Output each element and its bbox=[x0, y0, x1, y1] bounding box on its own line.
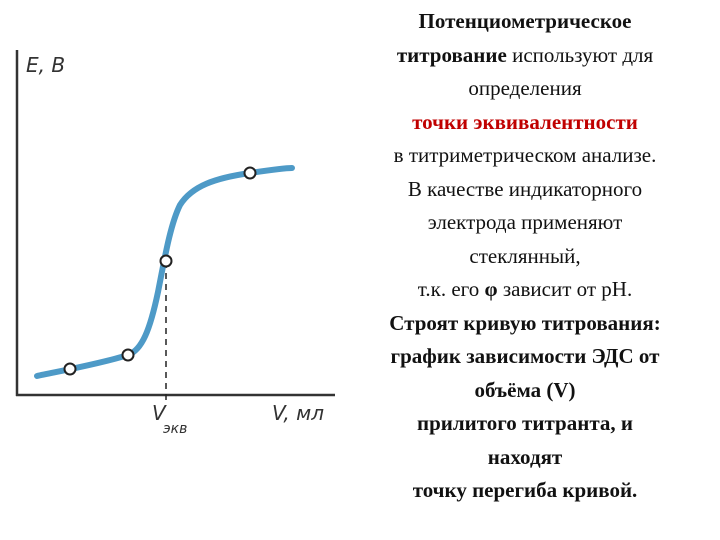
titration-curve bbox=[34, 165, 295, 379]
text-run: находят bbox=[487, 444, 563, 469]
text-line: т.к. его φ зависит от pH. bbox=[330, 273, 720, 307]
eq-label: V bbox=[152, 401, 167, 425]
text-line: в титриметрическом анализе. bbox=[330, 139, 720, 173]
text-run: график зависимости ЭДС от bbox=[390, 344, 660, 368]
text-run: В качестве индикаторного bbox=[407, 176, 643, 201]
text-run: используют для bbox=[506, 42, 654, 67]
text-block: Потенциометрическое титрование используют… bbox=[330, 5, 720, 508]
text-run: зависит от pH. bbox=[497, 277, 633, 301]
text-line: электрода применяют bbox=[330, 206, 720, 240]
text-line: объёма (V) bbox=[330, 374, 720, 408]
text-line: титрование используют для bbox=[330, 39, 720, 73]
text-line: находят bbox=[330, 441, 720, 475]
point bbox=[121, 348, 135, 362]
text-run: электрода применяют bbox=[427, 210, 623, 234]
text-line: В качестве индикаторного bbox=[330, 173, 720, 207]
text-run: φ bbox=[484, 277, 498, 301]
text-run: точку перегиба кривой. bbox=[412, 478, 638, 502]
titration-figure: E, B V экв V, мл bbox=[15, 50, 335, 437]
text-line: определения bbox=[330, 72, 720, 106]
text-line: точки эквивалентности bbox=[330, 106, 720, 140]
y-label: E, B bbox=[26, 53, 65, 77]
text-run: объёма (V) bbox=[474, 377, 576, 402]
x-label: V, мл bbox=[272, 401, 324, 425]
text-line: Потенциометрическое bbox=[330, 5, 720, 39]
text-run: в титриметрическом анализе. bbox=[393, 143, 657, 167]
text-run: определения bbox=[468, 76, 582, 100]
point bbox=[159, 254, 173, 268]
text-run: точки эквивалентности bbox=[412, 109, 638, 134]
eq-sub: экв bbox=[163, 421, 187, 437]
text-run: титрование bbox=[396, 42, 507, 67]
text-run: т.к. его bbox=[417, 277, 485, 301]
point bbox=[63, 362, 77, 376]
text-line: точку перегиба кривой. bbox=[330, 474, 720, 508]
text-run: Строят кривую титрования: bbox=[389, 310, 661, 335]
text-run: стеклянный, bbox=[469, 243, 581, 268]
text-line: график зависимости ЭДС от bbox=[330, 340, 720, 374]
text-line: стеклянный, bbox=[330, 240, 720, 274]
text-line: Строят кривую титрования: bbox=[330, 307, 720, 341]
text-line: прилитого титранта, и bbox=[330, 407, 720, 441]
text-run: прилитого титранта, и bbox=[417, 411, 633, 435]
point bbox=[243, 166, 257, 180]
text-run: Потенциометрическое bbox=[418, 9, 632, 33]
